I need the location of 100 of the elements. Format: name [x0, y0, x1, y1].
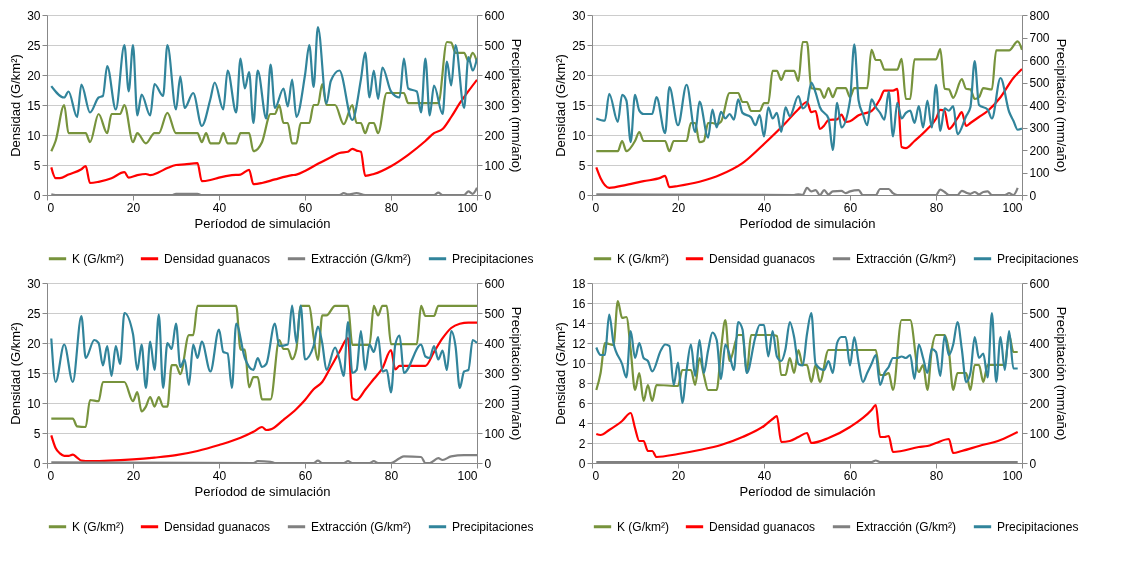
- x-tick-label: 0: [592, 200, 600, 215]
- x-tick-label: 40: [757, 200, 772, 215]
- x-tick-label: 40: [212, 468, 227, 483]
- x-tick-label: 100: [1002, 468, 1023, 483]
- y-tick-label: 20: [572, 68, 586, 83]
- y-tick-label: 5: [33, 158, 41, 173]
- legend-label: Precipitaciones: [997, 519, 1079, 534]
- x-tick-label: 40: [212, 200, 227, 215]
- y2-tick-label: 200: [484, 396, 505, 411]
- legend-label: K (G/km²): [72, 251, 124, 266]
- y-tick-label: 15: [572, 98, 586, 113]
- line-series: [50, 304, 477, 429]
- y-axis-title: Densidad (G/km²): [8, 54, 24, 157]
- y2-tick-label: 0: [1029, 456, 1037, 471]
- y-tick-label: 0: [33, 456, 41, 471]
- legend-label: Densidad guanacos: [709, 251, 816, 266]
- y2-tick-label: 100: [484, 426, 505, 441]
- y-tick-label: 0: [578, 188, 586, 203]
- y2-tick-label: 500: [484, 306, 505, 321]
- x-axis-title: Períodod de simulación: [739, 483, 876, 499]
- y-tick-label: 20: [27, 336, 41, 351]
- y-tick-label: 30: [27, 276, 41, 291]
- legend-label: K (G/km²): [617, 251, 669, 266]
- x-tick-label: 60: [298, 200, 313, 215]
- x-axis-title: Períodod de simulación: [194, 215, 331, 231]
- x-tick-label: 0: [592, 468, 600, 483]
- y-tick-label: 8: [578, 376, 586, 391]
- y-tick-label: 5: [33, 426, 41, 441]
- legend-label: Densidad guanacos: [164, 251, 271, 266]
- x-tick-label: 60: [843, 200, 858, 215]
- y-axis-title: Densidad (G/km²): [553, 322, 569, 425]
- y-tick-label: 12: [572, 336, 586, 351]
- y2-tick-label: 500: [484, 38, 505, 53]
- x-tick-label: 0: [47, 200, 55, 215]
- line-series: [50, 304, 477, 394]
- y-tick-label: 15: [27, 98, 41, 113]
- x-tick-label: 40: [757, 468, 772, 483]
- y2-tick-label: 100: [1029, 166, 1050, 180]
- line-series: [595, 403, 1019, 459]
- y-tick-label: 10: [27, 128, 41, 143]
- y2-tick-label: 300: [1029, 121, 1050, 135]
- y-tick-label: 6: [578, 396, 586, 411]
- x-tick-label: 100: [457, 468, 478, 483]
- x-axis-title: Períodod de simulación: [739, 215, 876, 231]
- y-tick-label: 5: [578, 158, 586, 173]
- y2-tick-label: 200: [1029, 143, 1050, 158]
- legend-label: Precipitaciones: [452, 251, 534, 266]
- x-tick-label: 60: [298, 468, 313, 483]
- x-tick-label: 80: [929, 200, 944, 215]
- y2-tick-label: 600: [1029, 276, 1050, 291]
- y2-tick-label: 600: [484, 8, 505, 23]
- x-tick-label: 20: [671, 200, 686, 215]
- x-tick-label: 100: [457, 200, 478, 215]
- y2-tick-label: 300: [484, 366, 505, 381]
- x-tick-label: 20: [126, 200, 141, 215]
- y-tick-label: 10: [572, 356, 586, 371]
- y2-tick-label: 300: [484, 98, 505, 113]
- y2-axis-title: Precipitación (mm/año): [508, 306, 524, 441]
- y-tick-label: 10: [27, 396, 41, 411]
- y2-tick-label: 500: [1029, 306, 1050, 321]
- x-axis-title: Períodod de simulación: [194, 483, 331, 499]
- x-tick-label: 80: [929, 468, 944, 483]
- y2-tick-label: 100: [484, 158, 505, 173]
- y-tick-label: 2: [578, 436, 586, 451]
- y2-axis-title: Precipitación (mm/año): [508, 38, 524, 173]
- y-tick-label: 25: [572, 38, 586, 53]
- y2-tick-label: 600: [1029, 53, 1050, 68]
- y2-tick-label: 300: [1029, 366, 1050, 381]
- x-tick-label: 20: [126, 468, 141, 483]
- x-tick-label: 60: [843, 468, 858, 483]
- y2-tick-label: 0: [484, 188, 492, 203]
- x-tick-label: 80: [384, 200, 399, 215]
- legend-label: Extracción (G/km²): [311, 251, 412, 266]
- y-tick-label: 10: [572, 128, 586, 143]
- x-tick-label: 100: [1002, 200, 1023, 215]
- y-tick-label: 25: [27, 306, 41, 321]
- legend-label: Densidad guanacos: [164, 519, 271, 534]
- legend-label: Extracción (G/km²): [856, 519, 957, 534]
- y2-tick-label: 400: [484, 336, 505, 351]
- y-axis-title: Densidad (G/km²): [8, 322, 24, 425]
- y2-axis-title: Precipitación (mm/año): [1053, 38, 1069, 173]
- y2-tick-label: 0: [1029, 188, 1037, 203]
- line-series: [595, 67, 1022, 189]
- y2-tick-label: 400: [1029, 336, 1050, 351]
- y2-tick-label: 100: [1029, 426, 1050, 441]
- y2-tick-label: 400: [484, 68, 505, 83]
- x-tick-label: 80: [384, 468, 399, 483]
- x-tick-label: 20: [671, 468, 686, 483]
- y-tick-label: 0: [33, 188, 41, 203]
- y-tick-label: 15: [27, 366, 41, 381]
- y-tick-label: 25: [27, 38, 41, 53]
- y-axis-title: Densidad (G/km²): [553, 54, 569, 157]
- legend-label: Densidad guanacos: [709, 519, 816, 534]
- y2-tick-label: 800: [1029, 8, 1050, 23]
- y-tick-label: 4: [578, 416, 586, 431]
- line-series: [50, 25, 477, 128]
- y2-tick-label: 200: [484, 128, 505, 143]
- legend-label: Extracción (G/km²): [856, 251, 957, 266]
- legend-label: K (G/km²): [617, 519, 669, 534]
- y2-tick-label: 400: [1029, 98, 1050, 113]
